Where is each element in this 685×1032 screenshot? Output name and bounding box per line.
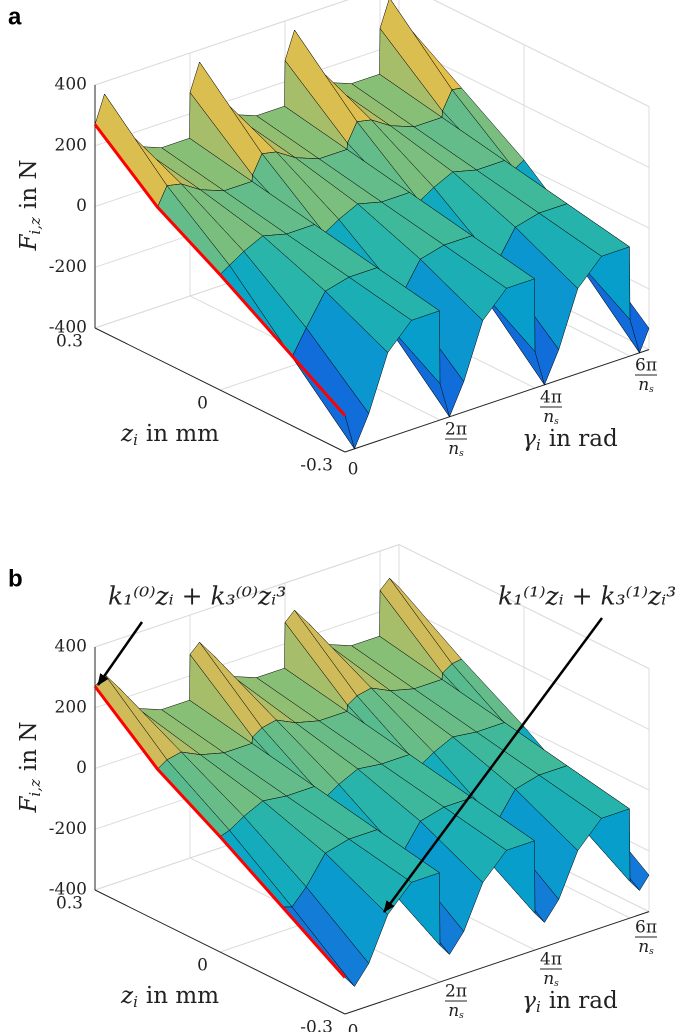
z-tick-label: -400 — [49, 880, 87, 900]
highlight-line — [93, 123, 347, 417]
denominator: n — [448, 1001, 459, 1021]
label-text: in rad — [549, 988, 618, 1014]
label-text: in mm — [146, 421, 219, 447]
label-subscript: i — [536, 998, 541, 1016]
label-subscript: i,z — [26, 217, 44, 235]
axis-line — [344, 911, 650, 1015]
z-tick-label: -400 — [49, 318, 87, 338]
axis-line — [94, 889, 346, 1015]
arrow — [96, 621, 144, 686]
denominator-subscript: s — [459, 1011, 464, 1021]
label-symbol: z — [120, 983, 134, 1009]
z-tick-label: 400 — [55, 75, 87, 95]
denominator: n — [543, 407, 554, 427]
y-tick-label: -0.3 — [300, 1018, 333, 1032]
axis-line — [344, 349, 650, 453]
label-symbol: F — [16, 796, 42, 814]
y-tick-label: 0.3 — [56, 894, 83, 914]
y-tick-label: 0.3 — [56, 332, 83, 352]
z-tick-label: -200 — [49, 257, 87, 277]
label-subscript: i — [133, 993, 138, 1011]
denominator-subscript: s — [459, 449, 464, 459]
x-tick-label: 0 — [348, 460, 359, 480]
x-tick-label: 2π — [445, 420, 467, 440]
denominator-subscript: s — [554, 417, 559, 427]
label-text: in rad — [549, 426, 618, 452]
z-tick-label: 200 — [55, 135, 87, 155]
x-tick-label: 4π — [540, 950, 562, 970]
z-tick-label: 200 — [55, 697, 87, 717]
zlabel: Fi,z in N — [16, 159, 44, 251]
axis-line — [94, 327, 346, 453]
label-text: in N — [16, 721, 42, 771]
annotation: k₁⁽⁰⁾zᵢ + k₃⁽⁰⁾zᵢ³ — [108, 582, 286, 611]
x-tick-label: 6π — [635, 918, 657, 938]
denominator: n — [448, 439, 459, 459]
label-symbol: F — [16, 234, 42, 252]
z-tick-label: 0 — [76, 196, 87, 216]
y-tick-label: -0.3 — [300, 456, 333, 476]
x-tick-denominator: ns — [543, 969, 559, 989]
denominator: n — [543, 969, 554, 989]
denominator: n — [638, 937, 649, 957]
label-symbol: z — [120, 421, 134, 447]
ylabel: zi in mm — [120, 421, 219, 449]
arrow — [382, 617, 604, 913]
xlabel: γi in rad — [522, 988, 618, 1016]
grid-line — [94, 0, 650, 108]
highlight-line — [93, 685, 347, 979]
ylabel: zi in mm — [120, 983, 219, 1011]
zlabel: Fi,z in N — [16, 721, 44, 813]
z-tick-label: 0 — [76, 758, 87, 778]
label-text: in mm — [146, 983, 219, 1009]
x-tick-denominator: ns — [543, 407, 559, 427]
panel-label: b — [8, 565, 23, 592]
label-subscript: i,z — [26, 779, 44, 797]
x-tick-label: 4π — [540, 388, 562, 408]
denominator-subscript: s — [649, 947, 654, 957]
z-tick-label: -200 — [49, 819, 87, 839]
label-symbol: γ — [522, 426, 536, 452]
x-tick-label: 0 — [348, 1022, 359, 1032]
x-tick-denominator: ns — [448, 439, 464, 459]
panel-label: a — [8, 3, 22, 30]
x-tick-label: 6π — [635, 356, 657, 376]
denominator: n — [638, 375, 649, 395]
y-tick-label: 0 — [197, 956, 208, 976]
label-subscript: i — [133, 431, 138, 449]
label-text: in N — [16, 159, 42, 209]
denominator-subscript: s — [554, 979, 559, 989]
xlabel: γi in rad — [522, 426, 618, 454]
label-symbol: γ — [522, 988, 536, 1014]
label-subscript: i — [536, 436, 541, 454]
x-tick-denominator: ns — [448, 1001, 464, 1021]
x-tick-label: 2π — [445, 982, 467, 1002]
x-tick-denominator: ns — [638, 375, 654, 395]
annotation: k₁⁽¹⁾zᵢ + k₃⁽¹⁾zᵢ³ — [498, 582, 676, 611]
y-tick-label: 0 — [197, 394, 208, 414]
denominator-subscript: s — [649, 385, 654, 395]
x-tick-denominator: ns — [638, 937, 654, 957]
z-tick-label: 400 — [55, 637, 87, 657]
